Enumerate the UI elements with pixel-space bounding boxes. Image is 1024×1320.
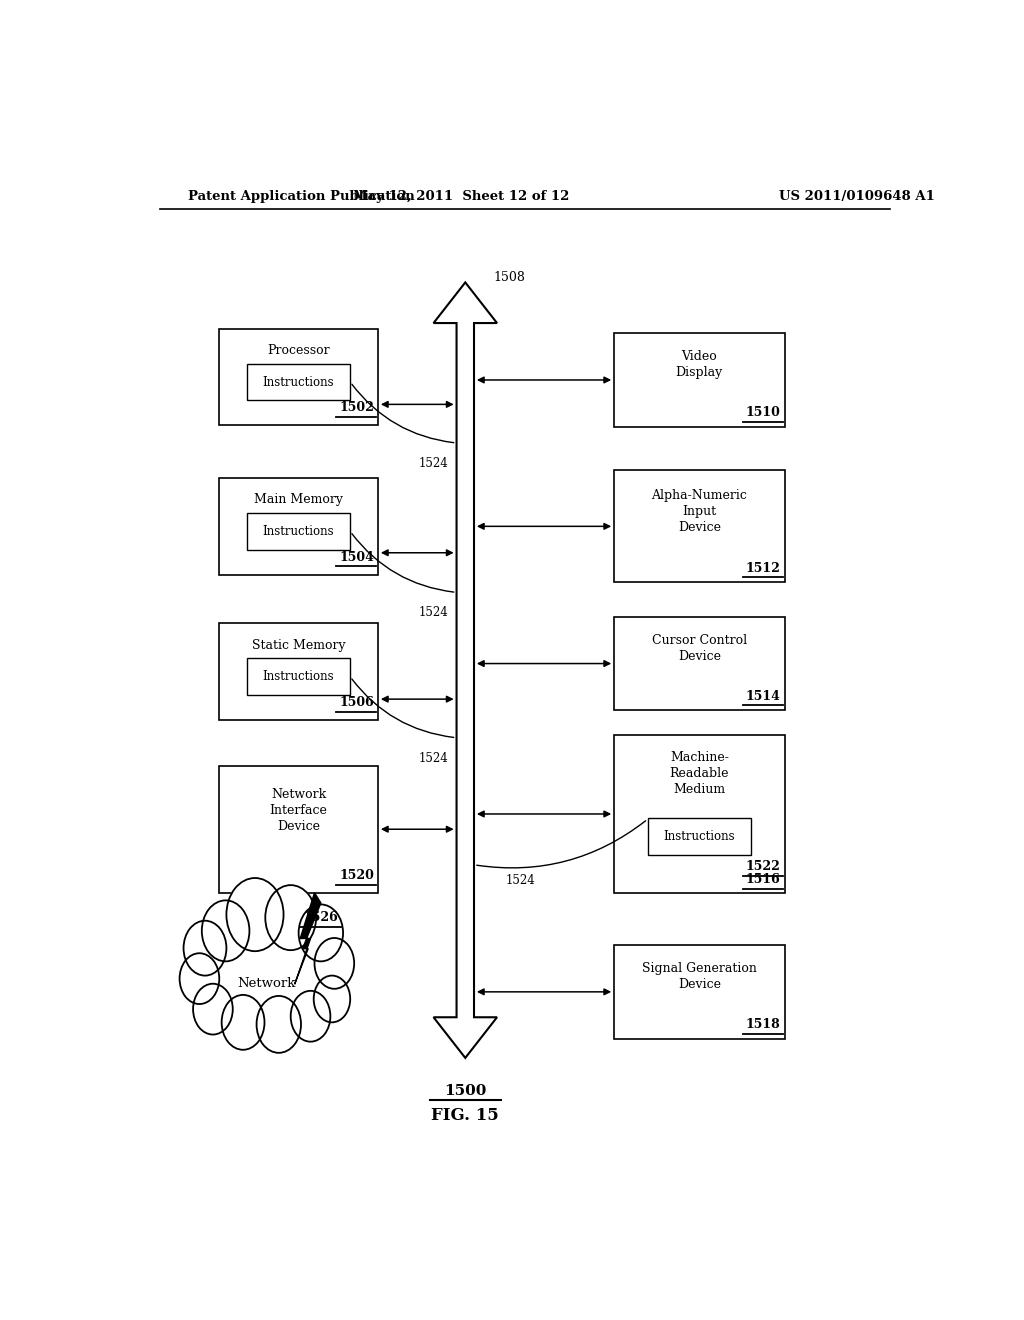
Text: 1510: 1510: [745, 407, 780, 418]
FancyBboxPatch shape: [219, 623, 378, 719]
Text: Instructions: Instructions: [263, 671, 335, 684]
Text: Static Memory: Static Memory: [252, 639, 345, 652]
Text: 1506: 1506: [339, 696, 374, 709]
FancyBboxPatch shape: [614, 735, 784, 892]
Circle shape: [194, 983, 232, 1035]
Text: 1502: 1502: [339, 401, 374, 414]
FancyArrowPatch shape: [352, 533, 454, 593]
Text: 1526: 1526: [303, 911, 338, 924]
Circle shape: [299, 904, 343, 961]
FancyArrowPatch shape: [352, 384, 454, 442]
FancyArrowPatch shape: [477, 821, 645, 867]
Text: Patent Application Publication: Patent Application Publication: [187, 190, 415, 202]
Text: 1514: 1514: [745, 689, 780, 702]
Circle shape: [257, 995, 301, 1053]
Text: 1524: 1524: [419, 606, 449, 619]
Polygon shape: [433, 282, 497, 1057]
FancyBboxPatch shape: [219, 766, 378, 892]
Text: Instructions: Instructions: [263, 525, 335, 539]
Text: 1524: 1524: [419, 457, 449, 470]
Text: Cursor Control
Device: Cursor Control Device: [652, 634, 746, 663]
Text: Machine-
Readable
Medium: Machine- Readable Medium: [670, 751, 729, 796]
Text: FIG. 15: FIG. 15: [431, 1107, 499, 1125]
Text: Instructions: Instructions: [263, 375, 335, 388]
Text: 1508: 1508: [494, 271, 525, 284]
FancyBboxPatch shape: [614, 945, 784, 1039]
Circle shape: [313, 975, 350, 1022]
FancyBboxPatch shape: [614, 616, 784, 710]
FancyBboxPatch shape: [614, 470, 784, 582]
Text: Instructions: Instructions: [664, 830, 735, 843]
Circle shape: [314, 939, 354, 989]
FancyBboxPatch shape: [648, 818, 751, 854]
Text: Alpha-Numeric
Input
Device: Alpha-Numeric Input Device: [651, 488, 748, 533]
Text: 1522: 1522: [745, 861, 780, 874]
FancyBboxPatch shape: [219, 329, 378, 425]
Text: Video
Display: Video Display: [676, 350, 723, 379]
Text: Network: Network: [238, 977, 296, 990]
Circle shape: [179, 953, 219, 1005]
Text: Main Memory: Main Memory: [254, 494, 343, 507]
Text: US 2011/0109648 A1: US 2011/0109648 A1: [778, 190, 935, 202]
FancyBboxPatch shape: [614, 333, 784, 426]
Text: Signal Generation
Device: Signal Generation Device: [642, 962, 757, 991]
Text: 1512: 1512: [745, 561, 780, 574]
Circle shape: [202, 900, 250, 961]
Text: 1516: 1516: [746, 873, 780, 886]
Text: Network
Interface
Device: Network Interface Device: [269, 788, 328, 833]
Text: 1524: 1524: [419, 751, 449, 764]
FancyArrowPatch shape: [352, 678, 454, 738]
Circle shape: [291, 991, 331, 1041]
Circle shape: [221, 995, 264, 1049]
FancyBboxPatch shape: [247, 364, 350, 400]
Circle shape: [265, 886, 316, 950]
Circle shape: [183, 921, 226, 975]
Text: May 12, 2011  Sheet 12 of 12: May 12, 2011 Sheet 12 of 12: [353, 190, 569, 202]
FancyBboxPatch shape: [219, 478, 378, 574]
Text: 1518: 1518: [746, 1018, 780, 1031]
Text: 1504: 1504: [339, 550, 374, 564]
Text: 1520: 1520: [339, 869, 374, 882]
Text: Processor: Processor: [267, 345, 330, 356]
FancyBboxPatch shape: [247, 513, 350, 549]
Text: 1524: 1524: [505, 874, 535, 887]
Text: 1500: 1500: [444, 1085, 486, 1098]
Circle shape: [226, 878, 284, 952]
Polygon shape: [295, 892, 321, 985]
FancyBboxPatch shape: [247, 659, 350, 696]
